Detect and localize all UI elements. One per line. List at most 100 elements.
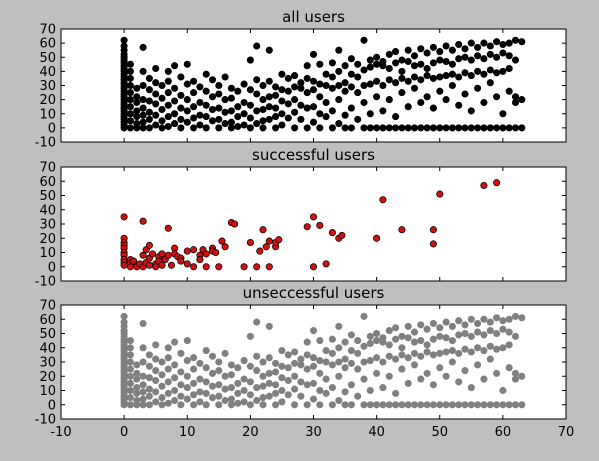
chart-title: unseccessful users xyxy=(243,284,385,302)
data-point xyxy=(442,401,450,409)
data-point xyxy=(404,46,412,54)
data-point xyxy=(196,398,204,406)
data-point xyxy=(486,124,494,132)
data-point xyxy=(404,379,412,387)
data-point xyxy=(253,263,261,271)
data-point xyxy=(208,394,217,402)
data-point xyxy=(373,93,381,101)
data-point xyxy=(379,384,387,392)
data-point xyxy=(215,367,223,375)
data-point xyxy=(139,344,147,352)
data-point xyxy=(448,347,456,355)
data-point xyxy=(373,329,381,338)
data-point xyxy=(442,72,450,80)
data-point xyxy=(291,124,299,132)
data-point xyxy=(505,64,513,73)
data-point xyxy=(335,81,343,90)
data-point xyxy=(436,73,444,81)
data-point xyxy=(284,100,292,108)
data-point xyxy=(253,352,261,360)
data-point xyxy=(461,401,469,409)
data-point xyxy=(158,394,166,402)
data-point xyxy=(303,223,311,231)
data-point xyxy=(398,124,406,132)
data-point xyxy=(410,328,419,336)
data-point xyxy=(126,96,134,104)
data-point xyxy=(234,364,242,372)
data-point xyxy=(347,347,355,355)
data-point xyxy=(171,120,179,128)
data-point xyxy=(410,338,419,346)
data-point xyxy=(429,104,437,112)
data-point xyxy=(133,384,141,392)
data-point xyxy=(392,324,400,332)
y-tick-label: 50 xyxy=(39,189,56,204)
data-point xyxy=(139,358,147,366)
data-point xyxy=(436,364,444,372)
data-point xyxy=(272,381,280,389)
data-point xyxy=(126,110,134,118)
data-point xyxy=(291,372,299,380)
data-point xyxy=(442,318,450,326)
data-point xyxy=(215,358,223,366)
data-point xyxy=(461,345,469,353)
data-point xyxy=(398,67,406,75)
data-point xyxy=(493,124,501,132)
data-point xyxy=(133,389,141,397)
data-point xyxy=(322,260,330,268)
data-point xyxy=(486,355,494,363)
data-point xyxy=(474,124,482,132)
data-point xyxy=(145,261,153,269)
data-point xyxy=(152,376,160,385)
data-point xyxy=(253,42,261,50)
data-point xyxy=(499,124,507,132)
data-point xyxy=(309,50,318,58)
data-point xyxy=(152,64,160,73)
data-point xyxy=(152,263,160,271)
data-point xyxy=(196,111,204,119)
data-point xyxy=(354,365,362,373)
data-point xyxy=(335,358,343,366)
data-point xyxy=(164,89,172,97)
data-point xyxy=(467,124,475,132)
y-tick-label: 30 xyxy=(39,356,56,371)
data-point xyxy=(360,401,368,409)
data-point xyxy=(240,110,248,118)
data-point xyxy=(417,76,425,84)
data-point xyxy=(335,67,343,75)
data-point xyxy=(183,337,191,345)
data-point xyxy=(436,401,444,409)
data-point xyxy=(398,365,406,373)
data-point xyxy=(246,124,254,132)
data-point xyxy=(177,124,185,132)
data-point xyxy=(126,117,134,125)
data-point xyxy=(448,70,456,78)
data-point xyxy=(202,101,210,109)
data-point xyxy=(392,389,400,397)
data-point xyxy=(335,120,343,128)
data-point xyxy=(240,386,248,395)
data-point xyxy=(208,105,217,114)
data-point xyxy=(190,103,198,111)
data-point xyxy=(133,84,141,92)
y-tick-label: 70 xyxy=(39,161,56,176)
data-point xyxy=(511,98,520,107)
data-point xyxy=(461,45,469,53)
chart-title: successful users xyxy=(252,146,375,164)
data-point xyxy=(354,349,362,357)
y-tick-label: 30 xyxy=(39,218,56,233)
data-point xyxy=(145,108,153,116)
data-point xyxy=(253,107,261,115)
data-point xyxy=(183,96,191,104)
data-point xyxy=(455,40,463,49)
data-point xyxy=(410,361,419,369)
data-point xyxy=(309,327,318,335)
data-point xyxy=(253,384,261,392)
data-point xyxy=(145,362,153,370)
data-point xyxy=(448,46,456,54)
data-point xyxy=(499,317,507,325)
data-point xyxy=(246,101,254,109)
data-point xyxy=(341,388,349,396)
data-point xyxy=(303,338,311,346)
x-tick-label: 10 xyxy=(179,425,196,440)
